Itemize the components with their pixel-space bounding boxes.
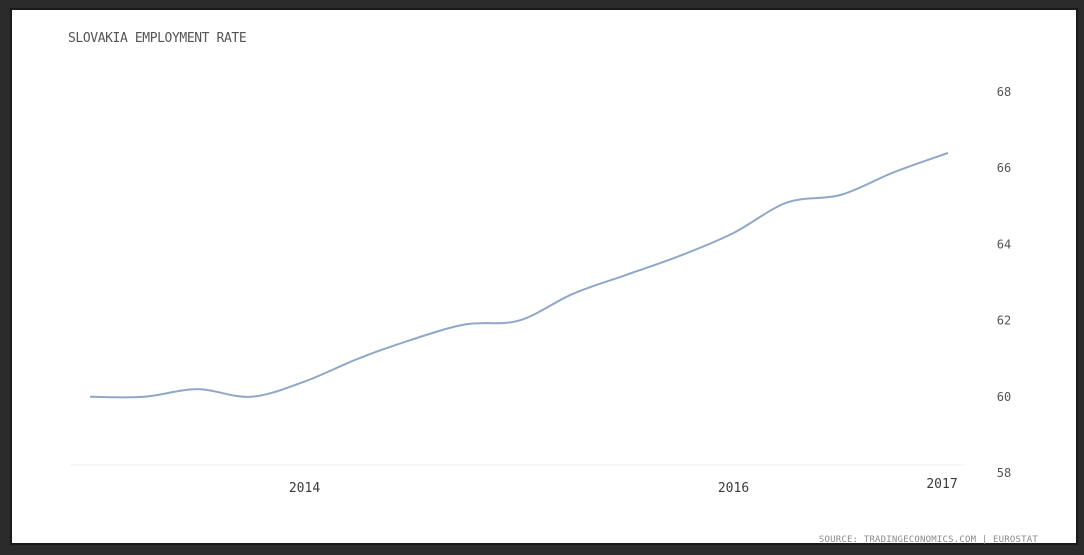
data-point <box>356 357 360 361</box>
data-point <box>839 193 843 197</box>
data-point <box>892 170 896 174</box>
data-point <box>195 387 199 391</box>
data-point <box>732 231 736 235</box>
data-point <box>946 151 950 155</box>
data-point <box>517 319 521 323</box>
data-point <box>303 380 307 384</box>
chart-title: SLOVAKIA EMPLOYMENT RATE <box>68 31 247 46</box>
x-tick-label: 2014 <box>289 481 320 496</box>
y-tick-label: 64 <box>997 237 1011 251</box>
y-tick-label: 62 <box>997 314 1011 328</box>
data-point <box>678 254 682 258</box>
x-tick-label: 2016 <box>718 481 749 496</box>
data-point <box>88 395 92 399</box>
y-tick-label: 60 <box>997 390 1011 404</box>
x-tick-label: 2017 <box>926 477 957 492</box>
data-point <box>785 200 789 204</box>
data-point <box>142 395 146 399</box>
data-point <box>249 395 253 399</box>
series-line <box>89 152 949 399</box>
data-point <box>410 338 414 342</box>
y-tick-label: 66 <box>997 161 1011 175</box>
data-point <box>624 273 628 277</box>
y-tick-label: 68 <box>997 85 1011 99</box>
y-tick-label: 58 <box>997 466 1011 480</box>
chart-frame <box>10 8 1078 545</box>
source-note: SOURCE: TRADINGECONOMICS.COM | EUROSTAT <box>818 535 1038 545</box>
data-point <box>463 322 467 326</box>
data-point <box>571 292 575 296</box>
